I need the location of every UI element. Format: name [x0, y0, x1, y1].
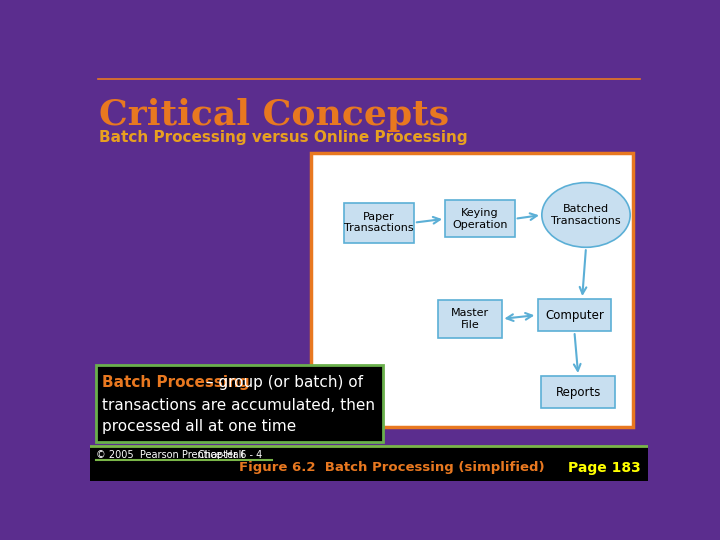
Text: Page 183: Page 183 — [567, 461, 640, 475]
Text: Computer: Computer — [545, 308, 604, 321]
FancyBboxPatch shape — [311, 153, 632, 427]
FancyBboxPatch shape — [90, 446, 648, 481]
Text: © 2005  Pearson Prentice-Hall: © 2005 Pearson Prentice-Hall — [96, 450, 244, 460]
FancyBboxPatch shape — [445, 200, 515, 237]
FancyBboxPatch shape — [344, 202, 414, 242]
Text: Batch Processing versus Online Processing: Batch Processing versus Online Processin… — [99, 131, 468, 145]
FancyBboxPatch shape — [438, 300, 502, 338]
Text: processed all at one time: processed all at one time — [102, 419, 296, 434]
Text: Chapter 6 - 4: Chapter 6 - 4 — [199, 450, 263, 460]
Text: Paper
Transactions: Paper Transactions — [344, 212, 414, 233]
FancyBboxPatch shape — [96, 365, 383, 442]
FancyBboxPatch shape — [538, 299, 611, 331]
Text: Master
File: Master File — [451, 308, 489, 330]
Text: Reports: Reports — [556, 386, 601, 399]
Text: Batch Processing: Batch Processing — [102, 375, 249, 389]
Text: – group (or batch) of: – group (or batch) of — [201, 375, 363, 389]
Text: transactions are accumulated, then: transactions are accumulated, then — [102, 397, 374, 413]
Text: Batched
Transactions: Batched Transactions — [552, 204, 621, 226]
Text: Critical Concepts: Critical Concepts — [99, 98, 449, 132]
FancyBboxPatch shape — [541, 376, 615, 408]
Text: Keying
Operation: Keying Operation — [452, 208, 508, 230]
Text: Figure 6.2  Batch Processing (simplified): Figure 6.2 Batch Processing (simplified) — [240, 461, 545, 474]
Ellipse shape — [542, 183, 630, 247]
